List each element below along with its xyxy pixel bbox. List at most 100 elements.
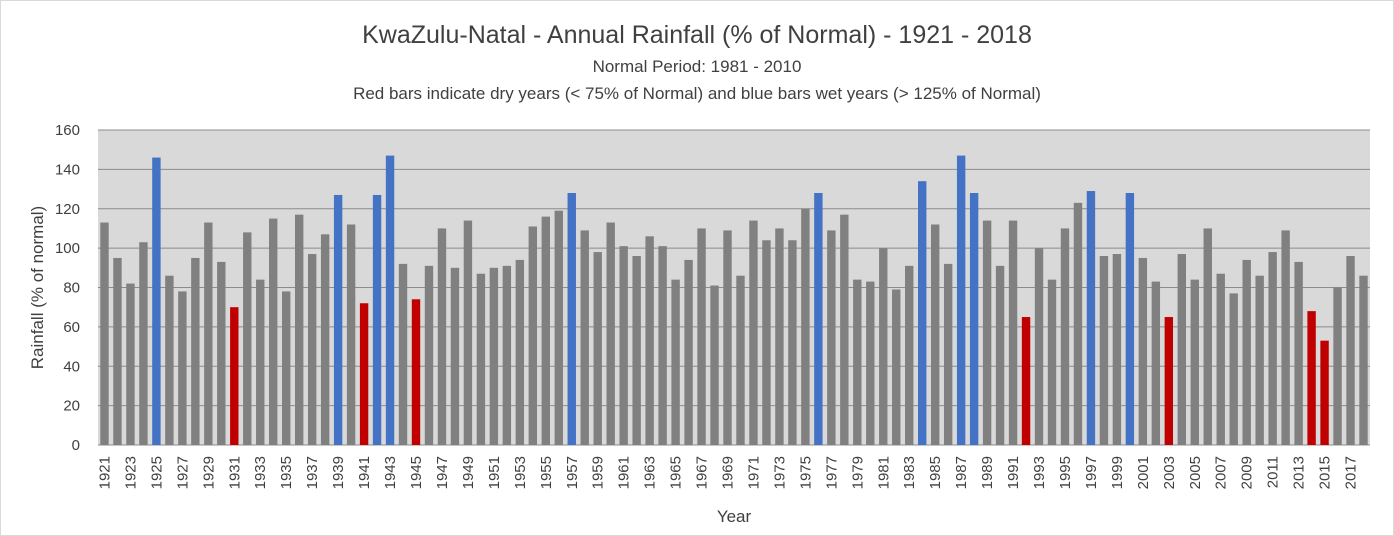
x-tick-label: 1993 <box>1031 456 1048 489</box>
bar <box>204 222 213 445</box>
bar <box>1060 228 1070 445</box>
bar <box>995 265 1005 445</box>
x-tick-label: 1949 <box>460 456 477 489</box>
bar <box>178 291 187 445</box>
x-tick-label: 1921 <box>96 456 113 489</box>
y-tick-label: 120 <box>55 201 80 218</box>
chart-title: KwaZulu-Natal - Annual Rainfall (% of No… <box>362 21 1032 49</box>
bar <box>243 232 252 445</box>
bar <box>307 254 317 445</box>
x-tick-label: 1951 <box>486 456 503 489</box>
bar <box>1164 317 1174 445</box>
bar <box>165 275 174 445</box>
bar <box>1099 256 1109 445</box>
bar <box>230 307 239 445</box>
x-tick-label: 1987 <box>953 456 970 489</box>
x-tick-label: 2017 <box>1343 456 1360 489</box>
bar <box>1307 311 1316 445</box>
bar <box>139 242 148 445</box>
bar <box>1125 193 1135 445</box>
bar <box>269 218 278 445</box>
x-tick-label: 1985 <box>927 456 944 489</box>
y-tick-label: 60 <box>63 319 80 336</box>
bar <box>1086 191 1096 445</box>
x-tick-label: 1933 <box>252 456 269 489</box>
bar <box>450 267 460 445</box>
x-tick-label: 1991 <box>1005 456 1022 489</box>
y-tick-label: 80 <box>63 280 80 297</box>
bar <box>956 155 966 445</box>
y-tick-label: 40 <box>63 358 80 375</box>
bar <box>359 303 369 445</box>
x-tick-label: 1977 <box>823 456 840 489</box>
bar <box>749 220 758 445</box>
y-tick-label: 0 <box>72 437 80 454</box>
bar <box>411 299 421 445</box>
bar <box>437 228 447 445</box>
x-tick-label: 1969 <box>720 456 737 489</box>
bar <box>930 224 940 445</box>
bar <box>736 275 745 445</box>
bar <box>100 222 109 445</box>
x-tick-label: 2009 <box>1239 456 1256 489</box>
bar <box>879 248 888 445</box>
x-tick-label: 1975 <box>797 456 814 489</box>
x-tick-label: 1971 <box>745 456 762 489</box>
bar <box>385 155 395 445</box>
bar <box>632 256 641 445</box>
bar <box>502 265 512 445</box>
x-tick-label: 1923 <box>122 456 139 489</box>
bar <box>398 263 408 445</box>
bar <box>1203 228 1212 445</box>
bar <box>814 193 823 445</box>
bar <box>554 210 563 445</box>
bar <box>866 281 875 445</box>
x-tick-label: 1925 <box>148 456 165 489</box>
x-tick-label: 1955 <box>538 456 555 489</box>
x-tick-label: 1947 <box>434 456 451 489</box>
bar <box>1216 273 1225 445</box>
bar <box>853 279 862 445</box>
x-tick-label: 2005 <box>1187 456 1204 489</box>
bar <box>918 181 927 445</box>
bar <box>801 208 810 445</box>
bar <box>1294 261 1303 445</box>
bar <box>710 285 719 445</box>
bar <box>1008 220 1018 445</box>
bar <box>1255 275 1264 445</box>
x-tick-label: 1931 <box>226 456 243 489</box>
bar <box>424 265 434 445</box>
x-tick-label: 1997 <box>1083 456 1100 489</box>
bar <box>372 194 382 445</box>
bar <box>788 240 797 445</box>
bar <box>593 252 602 445</box>
x-tick-label: 1959 <box>590 456 607 489</box>
bar <box>645 236 654 445</box>
bar <box>1268 252 1277 445</box>
x-tick-label: 1939 <box>330 456 347 489</box>
bar <box>1073 202 1083 445</box>
bar <box>1359 275 1368 445</box>
x-tick-label: 2013 <box>1291 456 1308 489</box>
bar <box>152 157 161 445</box>
bar <box>982 220 992 445</box>
bar <box>762 240 771 445</box>
bar <box>1151 281 1161 445</box>
x-tick-label: 1981 <box>875 456 892 489</box>
bar <box>294 214 304 445</box>
x-tick-label: 1999 <box>1109 456 1126 489</box>
x-tick-label: 2003 <box>1161 456 1178 489</box>
x-tick-label: 1945 <box>408 456 425 489</box>
bar <box>1320 340 1329 445</box>
bar <box>256 279 265 445</box>
bar <box>515 259 525 445</box>
bar <box>684 259 693 445</box>
bar <box>905 265 914 445</box>
x-axis-title: Year <box>717 507 752 526</box>
x-tick-label: 1983 <box>901 456 918 489</box>
bar <box>1021 317 1031 445</box>
bar <box>528 226 538 445</box>
bar <box>1190 279 1199 445</box>
